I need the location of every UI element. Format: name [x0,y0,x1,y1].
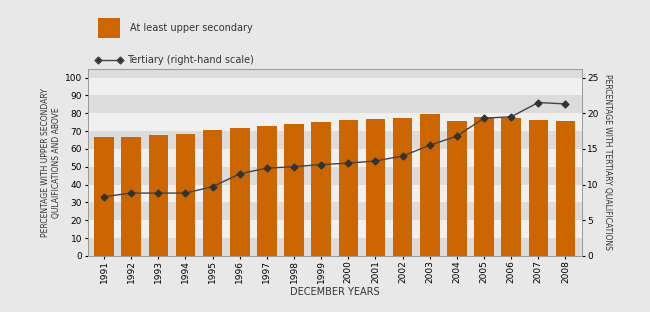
Bar [393,118,412,256]
Bar [88,238,582,256]
Bar [257,126,277,256]
Bar [149,135,168,256]
Y-axis label: PERCENTAGE WITH TERTIARY QUALIFICATIONS: PERCENTAGE WITH TERTIARY QUALIFICATIONS [603,74,612,250]
Bar [88,167,582,184]
Bar [94,137,114,256]
Bar [88,60,582,78]
Text: Tertiary (right-hand scale): Tertiary (right-hand scale) [127,55,254,65]
Bar [122,137,141,256]
Bar [447,121,467,256]
Bar [501,118,521,256]
Bar [339,120,358,256]
Bar [176,134,195,256]
Bar [88,202,582,220]
Bar [311,122,331,256]
Bar [98,18,120,38]
Bar [366,119,385,256]
Bar [420,114,439,256]
Bar [203,130,222,256]
Bar [88,131,582,149]
Bar [556,121,575,256]
Text: At least upper secondary: At least upper secondary [130,23,252,33]
Bar [528,120,548,256]
Y-axis label: PERCENTAGE WITH UPPER SECONDARY
QULAIFICATIONS AND ABOVE: PERCENTAGE WITH UPPER SECONDARY QULAIFIC… [42,88,61,237]
Bar [474,117,494,256]
Bar [284,124,304,256]
X-axis label: DECEMBER YEARS: DECEMBER YEARS [290,287,380,297]
Bar [88,95,582,113]
Bar [230,128,250,256]
